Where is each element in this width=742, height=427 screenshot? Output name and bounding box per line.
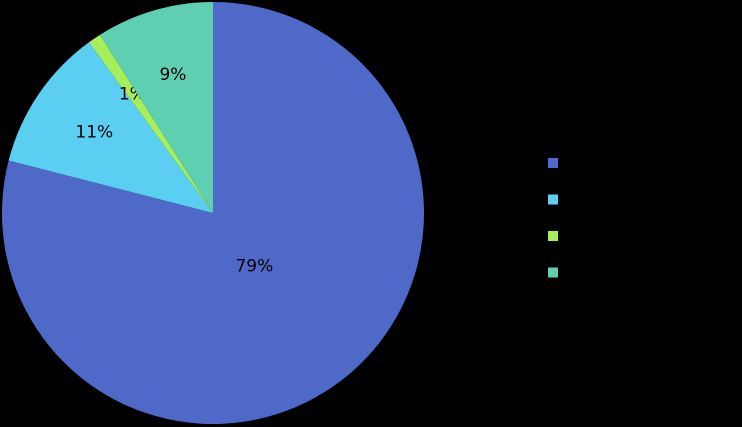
data-label: 9%: [159, 65, 186, 85]
data-label: 11%: [75, 122, 113, 142]
legend-swatch: [548, 158, 558, 168]
pie-slice: [88, 34, 213, 214]
legend-swatch: [548, 194, 558, 205]
data-label: 79%: [235, 256, 273, 276]
pie-slice: [99, 2, 213, 213]
legend-swatch: [548, 267, 558, 278]
legend-swatch: [548, 231, 558, 241]
pie-slice: [8, 42, 214, 214]
